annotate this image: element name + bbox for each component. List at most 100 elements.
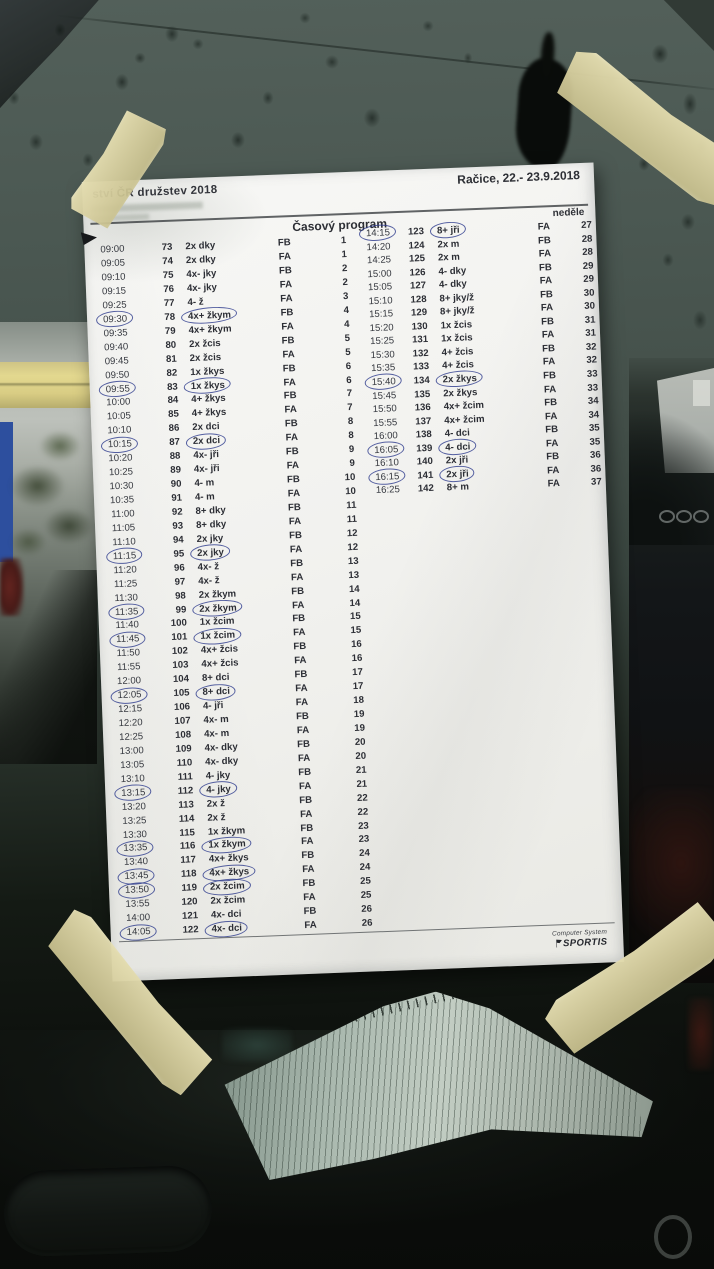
- final-code: FA: [286, 460, 300, 472]
- race-time: 09:50: [105, 369, 130, 381]
- final-code: FA: [546, 464, 560, 477]
- race-time: 16:00: [373, 430, 399, 443]
- race-time: 11:30: [114, 591, 139, 604]
- final-code: FA: [289, 543, 303, 556]
- final-code: FB: [287, 501, 302, 514]
- schedule-right-column: 14:15 123 8+ jři FA 27 14:20 124 2x m FB…: [352, 219, 602, 499]
- race-time: 11:35: [114, 605, 139, 618]
- race-number: 94: [172, 534, 184, 546]
- race-number: 127: [409, 280, 427, 292]
- final-code: FA: [279, 279, 293, 291]
- race-time: 16:25: [375, 484, 401, 497]
- boat-class-cell: 1x žkys: [180, 379, 268, 392]
- race-time: 13:25: [122, 814, 147, 827]
- race-number: 115: [179, 826, 196, 839]
- race-time-cell: 15:10: [354, 295, 392, 307]
- race-number: 125: [408, 253, 426, 265]
- race-time-cell: 11:30: [102, 591, 139, 604]
- race-number: 123: [407, 225, 425, 238]
- race-time: 15:20: [369, 322, 394, 334]
- heat-number: 22: [357, 806, 369, 818]
- sportis-flag-icon: [556, 939, 562, 947]
- race-number: 140: [416, 456, 434, 468]
- boat-class-cell: 2x ž: [196, 810, 284, 824]
- race-time: 15:25: [369, 335, 395, 348]
- boat-class: 4- dci: [444, 427, 471, 440]
- boat-class: 2x žcis: [189, 351, 222, 364]
- race-number: 110: [176, 757, 193, 769]
- heat-number: 36: [589, 449, 601, 462]
- race-number: 102: [171, 645, 189, 658]
- boat-class-cell: 1x žkym: [197, 838, 285, 851]
- race-time-cell: 16:05: [360, 444, 398, 456]
- heat-number: 16: [350, 639, 363, 651]
- boat-class: 8+ jky/ž: [439, 291, 475, 305]
- race-time: 13:10: [120, 772, 145, 785]
- boat-class: 4x+ žcim: [443, 399, 485, 413]
- boat-class: 8+ jky/ž: [439, 305, 475, 318]
- heat-number: 8: [347, 416, 354, 428]
- final-code: FA: [288, 515, 302, 528]
- heat-number: 32: [586, 354, 598, 367]
- final-code: FB: [300, 822, 314, 834]
- race-time: 15:00: [367, 267, 392, 280]
- race-time: 13:20: [121, 800, 147, 813]
- race-number: 105: [173, 687, 190, 700]
- race-number: 137: [415, 415, 432, 428]
- race-time-cell: 15:55: [359, 417, 397, 429]
- heat-number: 21: [356, 778, 368, 790]
- race-time-cell: 16:25: [362, 484, 401, 497]
- heat-number: 7: [346, 388, 353, 400]
- race-time: 10:30: [109, 480, 134, 493]
- race-number: 79: [164, 325, 176, 337]
- race-time: 10:35: [109, 494, 135, 507]
- race-number: 111: [177, 771, 193, 783]
- boat-class-cell: 1x žcim: [189, 629, 277, 642]
- heat-number: 20: [354, 736, 366, 748]
- boat-class-cell: 2x ž: [196, 797, 284, 810]
- race-time-cell: 10:25: [97, 467, 133, 479]
- race-time: 15:40: [371, 376, 396, 389]
- race-time-cell: 11:10: [100, 536, 136, 548]
- race-time: 16:15: [375, 470, 400, 483]
- race-number: 133: [412, 361, 430, 373]
- boat-class: 4+ žkys: [191, 407, 227, 420]
- race-time-cell: 15:15: [355, 309, 393, 321]
- race-time: 09:55: [105, 382, 131, 395]
- boat-class-cell: 2x žcis: [179, 351, 267, 364]
- final-code: FA: [294, 655, 307, 667]
- boat-class-cell: 4- jři: [192, 699, 280, 712]
- boat-class: 4x- dky: [204, 755, 239, 768]
- race-time-cell: 11:20: [101, 564, 137, 576]
- heat-number: 12: [346, 527, 358, 540]
- race-time: 10:20: [108, 452, 133, 465]
- race-number: 142: [417, 483, 435, 495]
- final-code: FA: [545, 437, 559, 450]
- heat-number: 13: [348, 569, 360, 581]
- race-time-cell: 11:15: [100, 550, 137, 562]
- race-number: 124: [408, 239, 425, 252]
- race-number: 129: [410, 307, 428, 319]
- race-number: 113: [178, 798, 195, 811]
- final-code: FB: [541, 342, 556, 355]
- boat-class-cell: 4x+ žkys: [198, 866, 286, 880]
- boat-class-cell: 4x- jky: [175, 267, 263, 280]
- final-code: FB: [540, 315, 555, 328]
- race-number: 121: [181, 910, 199, 922]
- heat-number: 18: [353, 694, 365, 707]
- race-number: 93: [172, 520, 184, 532]
- final-code: FA: [283, 376, 297, 389]
- heat-number: 20: [355, 750, 367, 762]
- race-time-cell: 11:45: [103, 634, 140, 646]
- boat-class-cell: 2x žkym: [188, 588, 276, 601]
- final-code: FB: [290, 557, 304, 570]
- boat-class: 4- m: [194, 477, 215, 490]
- final-code: FB: [283, 390, 297, 403]
- boat-class-cell: 4x- dci: [200, 908, 288, 921]
- heat-number: 26: [361, 903, 373, 916]
- boat-class: 4x- dky: [204, 741, 238, 754]
- boat-class: 2x žcim: [210, 894, 246, 907]
- race-time-cell: 13:05: [108, 759, 144, 771]
- race-time-cell: 13:55: [113, 898, 149, 910]
